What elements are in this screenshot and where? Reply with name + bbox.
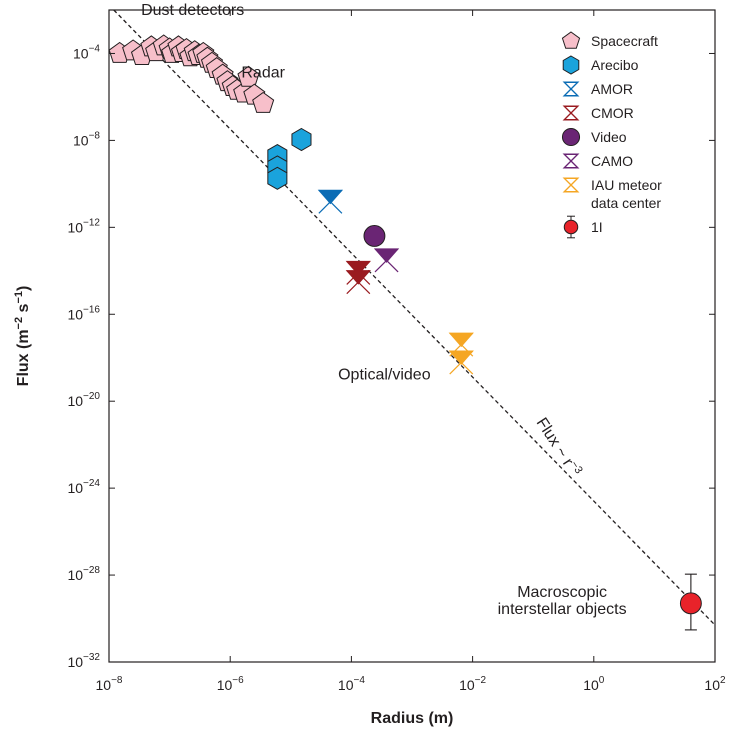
x-tick-label-exp: −4: [353, 675, 365, 686]
legend-item-video-marker: [561, 127, 581, 147]
y-axis-title-exp2: −1: [13, 291, 25, 304]
trend-line-label-exp: −3: [568, 459, 585, 476]
legend-item-1i-marker: [563, 219, 579, 235]
spacecraft-point: [252, 91, 275, 113]
x-tick-label-base: 10: [583, 677, 599, 693]
macroscopic-label-line1: Macroscopic: [517, 584, 607, 601]
y-tick-label: 10−24: [67, 478, 100, 496]
x-tick-label-base: 10: [338, 677, 354, 693]
x-tick-label-base: 10: [96, 677, 112, 693]
x-tick-label: 102: [704, 675, 726, 693]
y-tick-label: 10−28: [67, 565, 100, 583]
y-tick-label-exp: −24: [83, 478, 100, 489]
legend-item-1i-label: 1I: [591, 219, 603, 235]
x-tick-label: 10−8: [96, 675, 123, 693]
amor-point: [317, 189, 344, 205]
y-axis-title-end: ): [15, 286, 32, 291]
x-tick-label-exp: 2: [720, 675, 726, 686]
camo-point: [373, 248, 400, 263]
data-marks-layer: [108, 34, 702, 631]
legend: Spacecraft Arecibo AMOR CMOR Video CAMO IAU me…: [561, 31, 662, 239]
iau-meteor-data-center-point: [448, 350, 474, 366]
y-tick-label-exp: −4: [89, 43, 101, 54]
y-tick-label-base: 10: [73, 132, 89, 148]
y-tick-label-exp: −20: [83, 391, 100, 402]
y-tick-label-exp: −12: [83, 217, 100, 228]
iau-meteor-data-center-point: [448, 332, 474, 348]
cmor-point: [345, 270, 371, 285]
legend-item-iau-meteor-marker: [562, 177, 580, 193]
trend-line: [113, 9, 716, 626]
x-tick-label-base: 10: [459, 677, 475, 693]
y-axis-title-mid: s: [15, 303, 32, 316]
y-tick-label-base: 10: [73, 45, 89, 61]
radar-label: Radar: [241, 64, 285, 81]
y-tick-label-base: 10: [67, 654, 83, 670]
legend-item-cmor-label: CMOR: [591, 105, 634, 121]
legend-item-iau-meteor-label: IAU meteor: [591, 177, 662, 193]
legend-item-arecibo-label: Arecibo: [591, 57, 639, 73]
y-tick-label: 10−8: [73, 130, 100, 148]
plot-frame: [108, 9, 716, 663]
x-tick-label: 10−4: [338, 675, 365, 693]
cmor-point-cross: [346, 270, 371, 295]
spacecraft-point: [237, 65, 260, 87]
legend-item-arecibo-marker: [562, 55, 580, 75]
arecibo-point: [291, 127, 312, 152]
video-point: [363, 225, 386, 247]
dust-detectors-label: Dust detectors: [141, 2, 244, 19]
x-tick-label-exp: −8: [111, 675, 123, 686]
y-tick-label-base: 10: [67, 219, 83, 235]
cmor-point: [345, 260, 371, 276]
x-tick-label: 10−6: [217, 675, 244, 693]
legend-item-camo-label: CAMO: [591, 153, 633, 169]
y-tick-label: 10−4: [73, 43, 100, 61]
y-tick-label-exp: −28: [83, 565, 100, 576]
y-tick-label-base: 10: [67, 393, 83, 409]
y-tick-label: 10−20: [67, 391, 100, 409]
legend-item-cmor-marker: [562, 105, 580, 121]
camo-point-cross: [374, 248, 399, 273]
amor-point-cross: [318, 189, 343, 214]
y-axis-title-main: Flux (m: [15, 329, 32, 386]
y-tick-label-exp: −8: [89, 130, 101, 141]
x-tick-label-base: 10: [704, 677, 720, 693]
legend-item-spacecraft-label: Spacecraft: [591, 33, 658, 49]
y-tick-label: 10−32: [67, 652, 100, 670]
legend-item-iau-meteor-label: data center: [591, 195, 661, 211]
x-tick-label: 10−2: [459, 675, 486, 693]
legend-item-video-label: Video: [591, 129, 627, 145]
x-tick-label-base: 10: [217, 677, 233, 693]
y-tick-label: 10−12: [67, 217, 100, 235]
legend-item-spacecraft-marker: [561, 31, 581, 49]
annotations-layer: Dust detectors Radar Optical/video Macrosco…: [141, 2, 627, 618]
arecibo-point: [267, 166, 288, 190]
x-tick-label: 100: [583, 675, 605, 693]
legend-item-amor-label: AMOR: [591, 81, 633, 97]
axis-ticks-layer: 10−8 10−6 10−4 10−2 100 10210−410−810−1210−16…: [67, 10, 726, 693]
y-tick-label-base: 10: [67, 480, 83, 496]
y-axis-title-exp1: −2: [13, 317, 25, 330]
x-tick-label-exp: −2: [475, 675, 487, 686]
macroscopic-label-line2: interstellar objects: [498, 601, 627, 618]
y-tick-label-base: 10: [67, 567, 83, 583]
optical-video-label: Optical/video: [338, 366, 431, 383]
y-axis-title: Flux (m−2 s−1): [13, 286, 32, 387]
y-tick-label-exp: −16: [83, 304, 100, 315]
legend-item-camo-marker: [562, 153, 580, 169]
legend-item-amor-marker: [562, 81, 580, 97]
x-axis-title: Radius (m): [371, 710, 454, 727]
y-tick-label-exp: −32: [83, 652, 100, 663]
x-tick-label-exp: 0: [599, 675, 605, 686]
trend-line-layer: Flux ~ r−3: [113, 9, 716, 626]
y-tick-label: 10−16: [67, 304, 100, 322]
x-tick-label-exp: −6: [232, 675, 244, 686]
1i-point: [679, 592, 702, 615]
iau-meteor-data-center-point-cross: [449, 350, 474, 375]
y-tick-label-base: 10: [67, 306, 83, 322]
